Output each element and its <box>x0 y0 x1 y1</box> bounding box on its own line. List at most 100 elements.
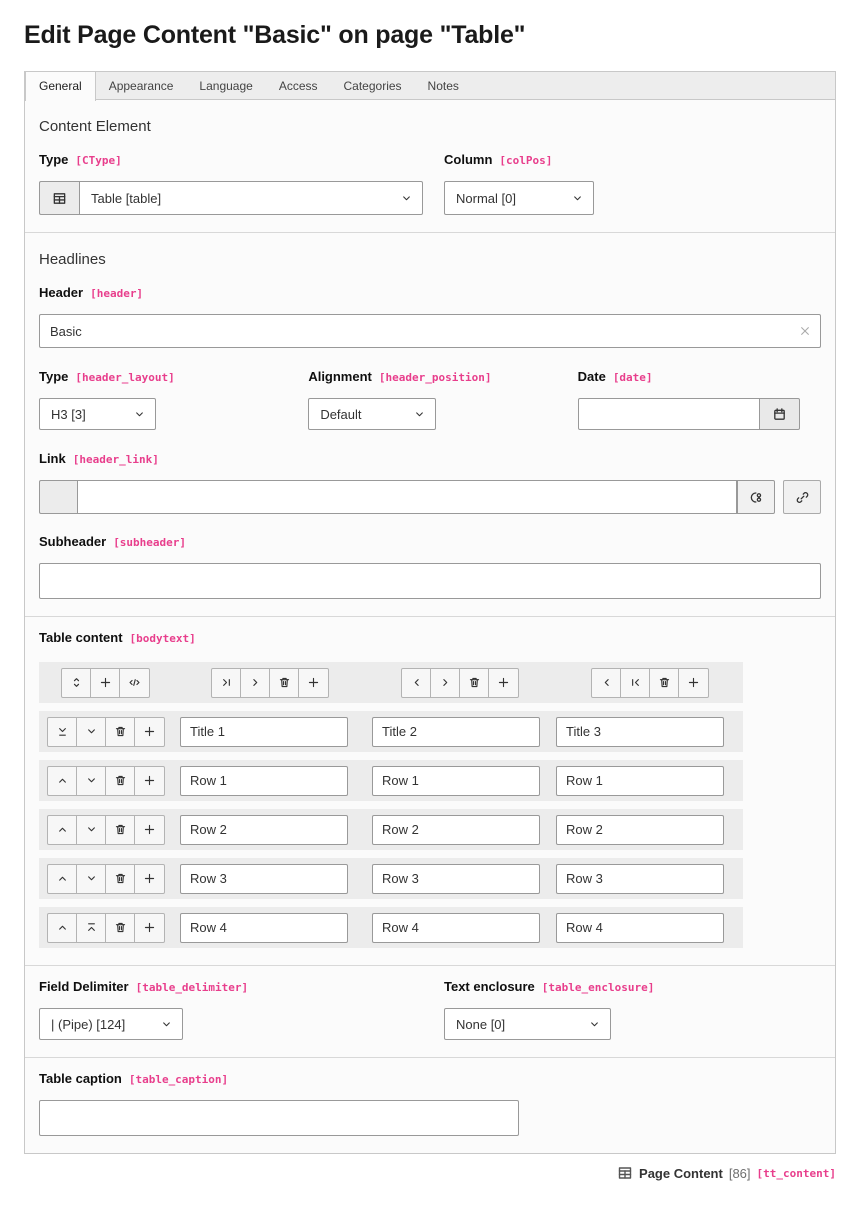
move-row-up-button[interactable] <box>48 864 77 893</box>
table-cell-input[interactable] <box>556 912 724 943</box>
move-row-down-button[interactable] <box>77 717 106 746</box>
move-row-down-button[interactable] <box>77 815 106 844</box>
table-cell-input[interactable] <box>180 765 348 796</box>
add-row-button[interactable] <box>135 913 164 942</box>
ctype-select[interactable]: Table [table] <box>79 181 423 215</box>
chevron-up-icon <box>56 872 69 885</box>
tab-notes[interactable]: Notes <box>427 79 459 93</box>
record-type: Page Content <box>639 1165 723 1181</box>
table-cell-input[interactable] <box>180 716 348 747</box>
tab-general[interactable]: General <box>25 72 96 101</box>
add-row-button[interactable] <box>91 668 120 697</box>
move-column-left-end-button[interactable] <box>621 668 650 697</box>
move-column-right-button[interactable] <box>241 668 270 697</box>
field-header-position: Alignment [header_position] Default <box>308 369 577 430</box>
move-row-up-button[interactable] <box>48 766 77 795</box>
link-browser-button[interactable] <box>783 480 821 514</box>
move-row-bottom-button[interactable] <box>48 717 77 746</box>
move-column-right-end-button[interactable] <box>212 668 241 697</box>
subheader-input[interactable] <box>39 563 821 599</box>
calendar-icon <box>772 407 787 422</box>
tab-language[interactable]: Language <box>199 79 253 93</box>
table-cell-input[interactable] <box>372 863 540 894</box>
link-explanation-icon <box>749 490 764 505</box>
move-row-up-button[interactable] <box>48 815 77 844</box>
field-label: Header [header] <box>39 285 821 301</box>
add-row-button[interactable] <box>135 864 164 893</box>
delete-column-button[interactable] <box>650 668 679 697</box>
sort-rows-button[interactable] <box>62 668 91 697</box>
move-row-up-button[interactable] <box>48 913 77 942</box>
table-cell-input[interactable] <box>180 814 348 845</box>
chevron-down-icon <box>571 192 584 205</box>
plus-icon <box>143 725 156 738</box>
chevron-right-icon <box>439 676 452 689</box>
field-label: Type [CType] <box>39 152 423 168</box>
section-table-caption: Table caption [table_caption] <box>25 1057 835 1153</box>
row-controls-group <box>47 912 165 943</box>
move-row-down-button[interactable] <box>77 766 106 795</box>
record-uid: [86] <box>728 1165 751 1181</box>
field-label: Link [header_link] <box>39 451 821 467</box>
table-cell-input[interactable] <box>372 716 540 747</box>
header-input[interactable] <box>39 314 821 348</box>
tab-access[interactable]: Access <box>278 79 318 93</box>
add-column-button[interactable] <box>679 668 708 697</box>
table-cell-input[interactable] <box>556 716 724 747</box>
add-column-button[interactable] <box>489 668 518 697</box>
tab-appearance[interactable]: Appearance <box>108 79 174 93</box>
delete-row-button[interactable] <box>106 766 135 795</box>
table-cell-input[interactable] <box>372 765 540 796</box>
date-input[interactable] <box>577 398 760 430</box>
field-label: Table caption [table_caption] <box>39 1071 821 1087</box>
move-column-right-button[interactable] <box>431 668 460 697</box>
table-cell-input[interactable] <box>372 814 540 845</box>
row-controls-group <box>47 765 165 796</box>
table-delimiter-select[interactable]: | (Pipe) [124] <box>39 1008 183 1040</box>
delete-column-button[interactable] <box>460 668 489 697</box>
trash-icon <box>114 872 127 885</box>
field-code: [table_delimiter] <box>135 981 249 994</box>
header-link-input[interactable] <box>77 480 737 514</box>
delete-row-button[interactable] <box>106 717 135 746</box>
chevron-down-icon <box>85 774 98 787</box>
table-cell-input[interactable] <box>556 814 724 845</box>
link-explanation-toggle-button[interactable] <box>737 480 775 514</box>
add-row-button[interactable] <box>135 766 164 795</box>
field-ctype: Type [CType] Table [table] <box>39 152 423 215</box>
delete-column-button[interactable] <box>270 668 299 697</box>
select-value: Default <box>320 406 362 422</box>
form-tabbar: General Appearance Language Access Categ… <box>25 72 835 101</box>
date-picker-button[interactable] <box>759 398 800 430</box>
header-position-select[interactable]: Default <box>308 398 437 430</box>
table-cell-input[interactable] <box>180 863 348 894</box>
table-cell-input[interactable] <box>556 765 724 796</box>
add-row-button[interactable] <box>135 717 164 746</box>
table-caption-input[interactable] <box>39 1100 519 1136</box>
clear-input-icon[interactable] <box>799 325 811 337</box>
table-enclosure-select[interactable]: None [0] <box>444 1008 611 1040</box>
move-row-top-button[interactable] <box>77 913 106 942</box>
code-view-button[interactable] <box>120 668 149 697</box>
delete-row-button[interactable] <box>106 864 135 893</box>
delete-row-button[interactable] <box>106 913 135 942</box>
add-column-button[interactable] <box>299 668 328 697</box>
move-row-down-button[interactable] <box>77 864 106 893</box>
field-label: Date [date] <box>578 369 821 385</box>
page-title: Edit Page Content "Basic" on page "Table… <box>24 21 526 49</box>
tab-categories[interactable]: Categories <box>343 79 402 93</box>
move-column-left-button[interactable] <box>592 668 621 697</box>
label-text: Link <box>39 451 66 466</box>
table-cell-input[interactable] <box>556 863 724 894</box>
table-cell-input[interactable] <box>180 912 348 943</box>
add-row-button[interactable] <box>135 815 164 844</box>
plus-icon <box>143 872 156 885</box>
label-text: Type <box>39 152 69 167</box>
chevron-right-to-line-icon <box>220 676 233 689</box>
header-layout-select[interactable]: H3 [3] <box>39 398 156 430</box>
chevron-down-icon <box>85 823 98 836</box>
colpos-select[interactable]: Normal [0] <box>444 181 594 215</box>
move-column-left-button[interactable] <box>402 668 431 697</box>
delete-row-button[interactable] <box>106 815 135 844</box>
table-cell-input[interactable] <box>372 912 540 943</box>
